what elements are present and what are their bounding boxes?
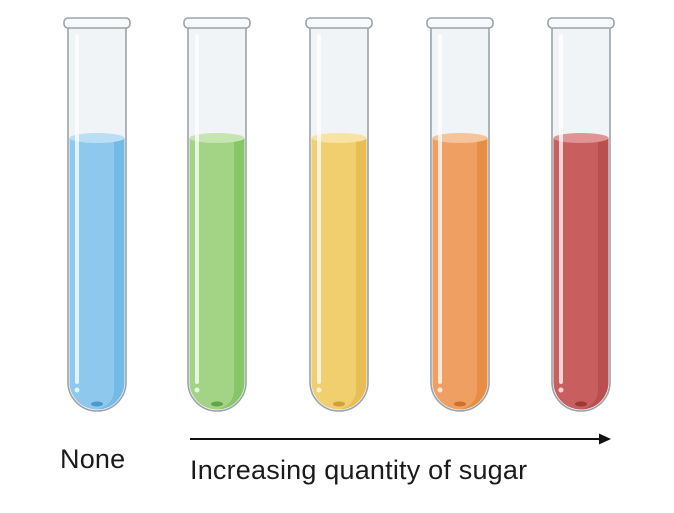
tube-bottom-tip	[91, 401, 103, 407]
tube-liquid-shade	[97, 138, 125, 410]
liquid-surface	[432, 133, 488, 143]
liquid-surface	[553, 133, 609, 143]
tube-rim	[305, 17, 373, 29]
tube-rim	[63, 17, 131, 29]
test-tube-5	[547, 17, 615, 412]
tube-rim	[426, 17, 494, 29]
test-tube-4	[426, 17, 494, 412]
tube-highlight-dot	[74, 387, 80, 393]
tube-liquid	[189, 138, 245, 410]
tube-liquid-shade	[581, 138, 609, 410]
tube-bottom-tip	[211, 401, 223, 407]
tube-highlight	[438, 34, 442, 384]
tube-liquid	[69, 138, 125, 410]
arrow-head-icon	[599, 433, 611, 445]
tube-rim	[183, 17, 251, 29]
tube-liquid	[311, 138, 367, 410]
tube-highlight	[317, 34, 321, 384]
tube-highlight-dot	[194, 387, 200, 393]
tube-highlight-dot	[558, 387, 564, 393]
liquid-surface	[311, 133, 367, 143]
tube-bottom-tip	[575, 401, 587, 407]
tube-rim	[547, 17, 615, 29]
test-tube-1	[63, 17, 131, 412]
tube-bottom-tip	[333, 401, 345, 407]
liquid-surface	[69, 133, 125, 143]
tube-highlight	[559, 34, 563, 384]
tube-highlight-dot	[316, 387, 322, 393]
liquid-surface	[189, 133, 245, 143]
tube-liquid	[432, 138, 488, 410]
label-increasing-sugar: Increasing quantity of sugar	[190, 455, 528, 485]
tube-liquid-shade	[339, 138, 367, 410]
tube-liquid	[553, 138, 609, 410]
tube-bottom-tip	[454, 401, 466, 407]
increasing-arrow	[190, 433, 611, 445]
tube-liquid-shade	[460, 138, 488, 410]
test-tube-2	[183, 17, 251, 412]
label-none: None	[60, 444, 126, 474]
test-tubes	[63, 17, 615, 412]
tube-highlight	[75, 34, 79, 384]
tube-highlight-dot	[437, 387, 443, 393]
tube-highlight	[195, 34, 199, 384]
test-tube-3	[305, 17, 373, 412]
tube-liquid-shade	[217, 138, 245, 410]
